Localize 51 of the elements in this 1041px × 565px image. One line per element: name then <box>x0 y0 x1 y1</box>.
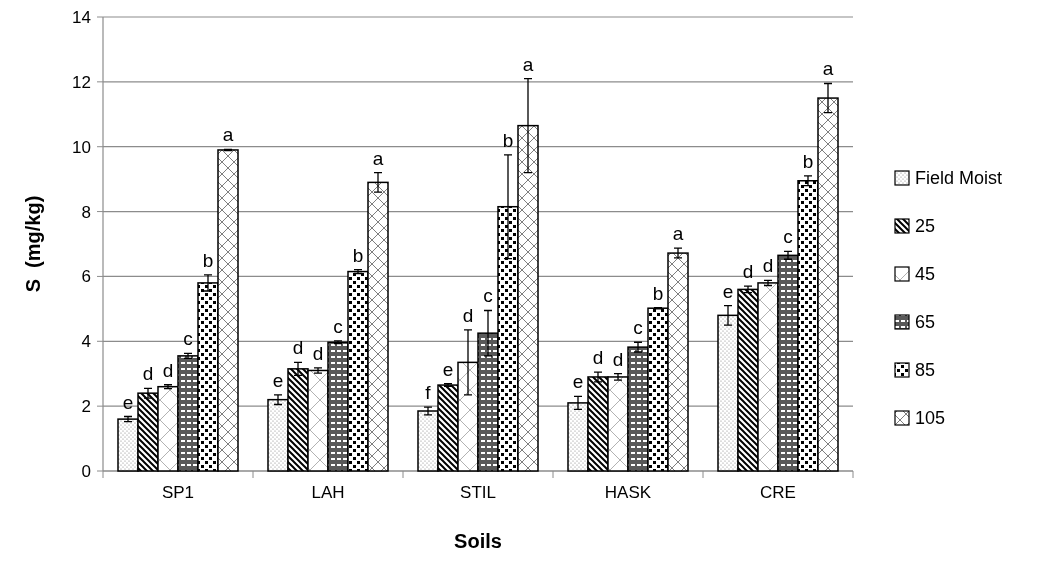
y-axis-title: S (mg/kg) <box>22 195 44 293</box>
x-tick-label: HASK <box>604 483 652 502</box>
x-tick-label: SP1 <box>161 483 195 502</box>
data-label: d <box>162 359 174 381</box>
data-label: d <box>592 347 604 369</box>
data-label: b <box>802 150 814 172</box>
data-label: a <box>822 58 834 80</box>
legend-label: 25 <box>915 216 936 237</box>
x-tick-label: STIL <box>460 483 496 502</box>
data-label: d <box>462 304 474 326</box>
legend-label: Field Moist <box>915 168 1003 189</box>
data-label: c <box>483 285 493 307</box>
data-label: e <box>572 371 584 393</box>
data-label: d <box>312 342 324 364</box>
data-label: c <box>333 315 343 337</box>
data-label: b <box>202 249 214 271</box>
data-label: d <box>142 363 154 385</box>
data-label: a <box>522 53 534 75</box>
data-label: e <box>442 358 454 380</box>
legend-label: 85 <box>915 360 936 381</box>
y-tick-label: 0 <box>81 461 91 481</box>
y-tick-label: 2 <box>81 397 91 417</box>
data-label: c <box>783 226 793 248</box>
legend-label: 105 <box>915 408 946 429</box>
data-label: a <box>372 147 384 169</box>
data-label: a <box>672 223 684 245</box>
data-label: a <box>222 124 234 146</box>
x-axis-title: Soils <box>454 530 502 552</box>
y-tick-label: 6 <box>81 267 91 287</box>
x-tick-label: CRE <box>760 483 796 502</box>
data-label: b <box>652 282 664 304</box>
legend-label: 65 <box>915 312 936 333</box>
y-tick-label: 12 <box>72 72 91 92</box>
data-label: e <box>122 391 134 413</box>
y-tick-label: 8 <box>81 202 91 222</box>
data-label: c <box>183 328 193 350</box>
data-label: c <box>633 317 643 339</box>
data-label: f <box>425 382 432 404</box>
data-label: e <box>272 369 284 391</box>
x-tick-label: LAH <box>311 483 345 502</box>
legend-label: 45 <box>915 264 936 285</box>
data-label: d <box>292 337 304 359</box>
data-label: d <box>612 348 624 370</box>
data-label: b <box>352 244 364 266</box>
data-label: d <box>742 261 754 283</box>
y-tick-label: 14 <box>72 7 91 27</box>
data-label: b <box>502 129 514 151</box>
data-label: d <box>762 255 774 277</box>
data-label: e <box>722 280 734 302</box>
y-tick-label: 4 <box>81 332 91 352</box>
y-tick-label: 10 <box>72 137 91 157</box>
